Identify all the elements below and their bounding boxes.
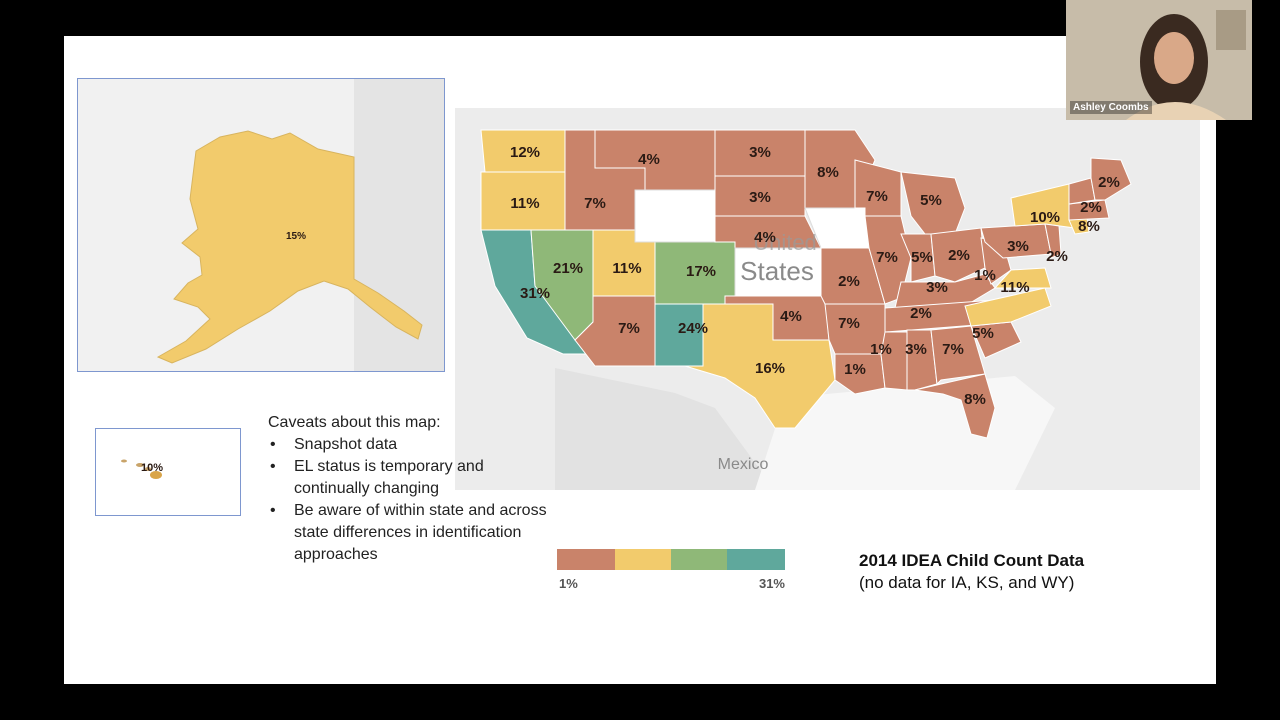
state-label-sd: 3% <box>749 189 771 206</box>
country-label-us-1: United <box>753 230 817 255</box>
state-nc <box>964 287 1052 327</box>
state-oh <box>930 227 986 283</box>
state-label-il: 7% <box>876 249 898 266</box>
state-label-az: 7% <box>618 320 640 337</box>
state-label-nc: 11% <box>1000 279 1029 296</box>
state-label-nj: 2% <box>1046 248 1068 265</box>
alaska-inset: 15% <box>77 78 445 372</box>
state-label-ak: 15% <box>286 231 306 242</box>
caveats-list: Snapshot data EL status is temporary and… <box>268 434 558 566</box>
state-label-ca: 31% <box>520 285 550 302</box>
participant-face <box>1154 32 1194 84</box>
participant-video-tile[interactable]: Ashley Coombs <box>1066 0 1252 120</box>
state-label-ok: 4% <box>780 308 802 325</box>
state-label-id: 7% <box>584 195 606 212</box>
state-label-me: 2% <box>1098 174 1120 191</box>
state-me <box>1090 157 1132 201</box>
state-label-pa: 3% <box>1007 238 1029 255</box>
map-caption-note: (no data for IA, KS, and WY) <box>859 573 1075 592</box>
legend-swatch-2 <box>615 549 671 570</box>
state-fl <box>914 373 996 439</box>
state-label-or: 11% <box>510 195 539 212</box>
state-wy <box>634 189 716 243</box>
state-label-nm: 24% <box>678 320 708 337</box>
state-label-tn: 2% <box>910 305 932 322</box>
legend-max-label: 31% <box>758 576 785 591</box>
state-az <box>574 295 656 367</box>
state-label-wa: 12% <box>510 144 540 161</box>
state-label-nd: 3% <box>749 144 771 161</box>
state-label-sc: 5% <box>972 325 994 342</box>
state-label-nv: 21% <box>553 260 583 277</box>
state-ga <box>930 325 986 386</box>
us-choropleth-map: United States Mexico 12% 11% 31% 21% 11%… <box>455 108 1200 490</box>
state-label-wi: 7% <box>866 188 888 205</box>
state-label-la: 1% <box>844 361 866 378</box>
state-label-ny: 10% <box>1030 209 1060 226</box>
caveat-item: EL status is temporary and continually c… <box>270 456 558 500</box>
state-label-oh: 2% <box>948 247 970 264</box>
map-caption: 2014 IDEA Child Count Data (no data for … <box>859 550 1084 594</box>
legend-swatch-1 <box>557 549 615 570</box>
state-label-al: 3% <box>905 341 927 358</box>
state-label-ne: 4% <box>754 229 776 246</box>
state-label-ms: 1% <box>870 341 892 358</box>
state-label-ar: 7% <box>838 315 860 332</box>
map-caption-title: 2014 IDEA Child Count Data <box>859 551 1085 570</box>
legend-swatch-3 <box>671 549 727 570</box>
state-label-mo: 2% <box>838 273 860 290</box>
slide: 15% 10% <box>64 36 1216 684</box>
caveat-item: Be aware of within state and across stat… <box>270 500 558 566</box>
state-label-fl: 8% <box>964 391 986 408</box>
state-label-mn: 8% <box>817 164 839 181</box>
color-legend: 1% 31% <box>557 538 789 598</box>
state-tx <box>684 303 836 429</box>
legend-min-label: 1% <box>559 576 578 591</box>
state-label-hi: 10% <box>141 462 163 474</box>
state-label-tx: 16% <box>755 360 785 377</box>
caveats-heading: Caveats about this map: <box>268 414 441 431</box>
state-label-co: 17% <box>686 263 716 280</box>
state-ny <box>1010 183 1076 229</box>
country-label-mexico: Mexico <box>718 456 769 473</box>
state-in <box>900 233 936 283</box>
state-label-in: 5% <box>911 249 933 266</box>
state-la <box>834 353 886 395</box>
caveat-item: Snapshot data <box>270 434 558 456</box>
state-ms <box>880 331 908 391</box>
state-label-mt: 4% <box>638 151 660 168</box>
hawaii-inset: 10% <box>95 428 241 516</box>
state-ma <box>1068 199 1110 221</box>
state-va <box>993 267 1052 289</box>
caveats-block: Caveats about this map: Snapshot data EL… <box>268 412 558 566</box>
state-ak <box>156 130 423 364</box>
state-label-ut: 11% <box>612 260 641 277</box>
country-label-us-2: States <box>740 256 814 286</box>
state-nj <box>1044 223 1062 259</box>
state-label-ga: 7% <box>942 341 964 358</box>
participant-shoulders <box>1126 102 1226 120</box>
participant-name: Ashley Coombs <box>1070 101 1152 114</box>
state-label-ky: 3% <box>926 279 948 296</box>
state-label-mi: 5% <box>920 192 942 209</box>
state-label-ct: 8% <box>1078 218 1100 235</box>
state-label-ma: 2% <box>1080 199 1102 216</box>
legend-swatch-4 <box>727 549 785 570</box>
state-label-wv: 1% <box>974 267 996 284</box>
